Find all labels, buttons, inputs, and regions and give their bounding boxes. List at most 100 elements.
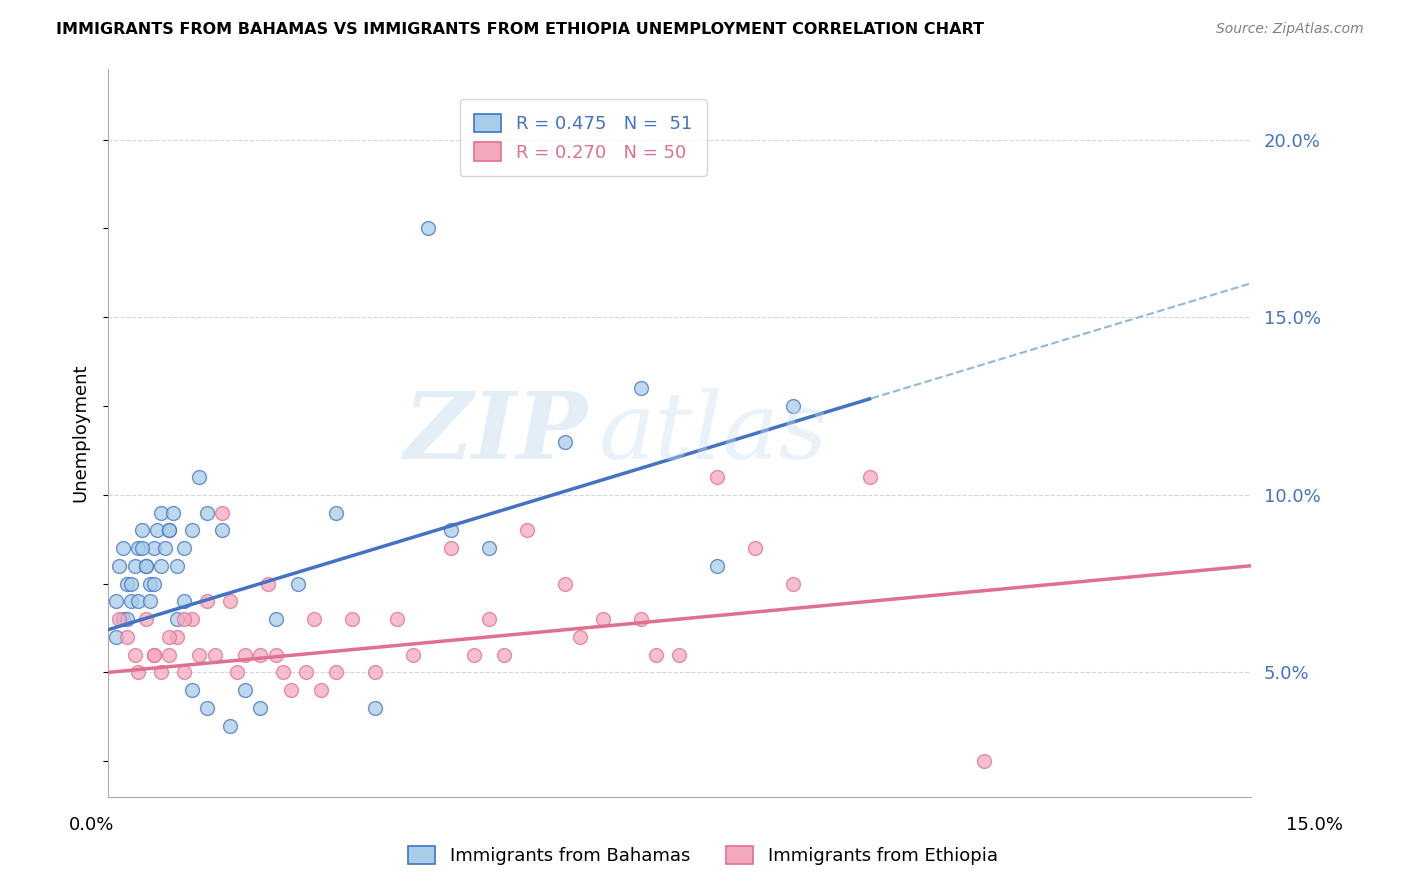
Point — [112, 612, 135, 626]
Point — [135, 612, 157, 626]
Point — [104, 594, 127, 608]
Point — [127, 665, 149, 680]
Point — [150, 558, 173, 573]
Point — [180, 612, 202, 626]
Legend: R = 0.475   N =  51, R = 0.270   N = 50: R = 0.475 N = 51, R = 0.270 N = 50 — [460, 99, 707, 176]
Point — [271, 665, 294, 680]
Point — [173, 594, 195, 608]
Point — [157, 630, 180, 644]
Point — [340, 612, 363, 626]
Point — [287, 576, 309, 591]
Point — [131, 524, 153, 538]
Point — [173, 541, 195, 555]
Point — [744, 541, 766, 555]
Point — [204, 648, 226, 662]
Point — [706, 470, 728, 484]
Point — [108, 558, 131, 573]
Point — [150, 665, 173, 680]
Point — [166, 612, 188, 626]
Point — [127, 594, 149, 608]
Point — [302, 612, 325, 626]
Point — [124, 648, 146, 662]
Text: Source: ZipAtlas.com: Source: ZipAtlas.com — [1216, 22, 1364, 37]
Point — [630, 612, 652, 626]
Point — [188, 648, 211, 662]
Point — [142, 576, 165, 591]
Point — [233, 648, 256, 662]
Point — [387, 612, 409, 626]
Point — [218, 719, 240, 733]
Text: IMMIGRANTS FROM BAHAMAS VS IMMIGRANTS FROM ETHIOPIA UNEMPLOYMENT CORRELATION CHA: IMMIGRANTS FROM BAHAMAS VS IMMIGRANTS FR… — [56, 22, 984, 37]
Point — [142, 648, 165, 662]
Point — [264, 612, 287, 626]
Point — [569, 630, 592, 644]
Point — [782, 399, 804, 413]
Point — [142, 541, 165, 555]
Point — [973, 754, 995, 768]
Point — [554, 576, 576, 591]
Point — [146, 524, 169, 538]
Point — [153, 541, 176, 555]
Point — [127, 541, 149, 555]
Point — [157, 648, 180, 662]
Point — [592, 612, 614, 626]
Point — [249, 701, 271, 715]
Point — [195, 701, 218, 715]
Point — [104, 630, 127, 644]
Point — [131, 541, 153, 555]
Point — [309, 683, 332, 698]
Point — [325, 506, 347, 520]
Point — [363, 701, 385, 715]
Point — [463, 648, 485, 662]
Point — [401, 648, 423, 662]
Point — [211, 506, 233, 520]
Point — [115, 630, 138, 644]
Point — [157, 524, 180, 538]
Point — [180, 524, 202, 538]
Point — [195, 506, 218, 520]
Point — [668, 648, 690, 662]
Point — [180, 683, 202, 698]
Point — [173, 612, 195, 626]
Point — [554, 434, 576, 449]
Point — [295, 665, 318, 680]
Point — [630, 381, 652, 395]
Point — [135, 558, 157, 573]
Point — [706, 558, 728, 573]
Point — [859, 470, 882, 484]
Point — [233, 683, 256, 698]
Point — [416, 221, 439, 235]
Point — [325, 665, 347, 680]
Point — [264, 648, 287, 662]
Point — [249, 648, 271, 662]
Point — [139, 576, 162, 591]
Point — [440, 541, 463, 555]
Point — [363, 665, 385, 680]
Point — [135, 558, 157, 573]
Point — [478, 541, 501, 555]
Point — [195, 594, 218, 608]
Point — [112, 541, 135, 555]
Text: 15.0%: 15.0% — [1286, 816, 1343, 834]
Text: atlas: atlas — [599, 388, 828, 477]
Point — [494, 648, 516, 662]
Point — [211, 524, 233, 538]
Point — [120, 594, 142, 608]
Point — [108, 612, 131, 626]
Point — [218, 594, 240, 608]
Point — [115, 612, 138, 626]
Point — [142, 648, 165, 662]
Point — [440, 524, 463, 538]
Point — [124, 558, 146, 573]
Point — [782, 576, 804, 591]
Point — [150, 506, 173, 520]
Point — [173, 665, 195, 680]
Point — [157, 524, 180, 538]
Point — [120, 576, 142, 591]
Point — [478, 612, 501, 626]
Legend: Immigrants from Bahamas, Immigrants from Ethiopia: Immigrants from Bahamas, Immigrants from… — [399, 837, 1007, 874]
Point — [257, 576, 280, 591]
Text: 0.0%: 0.0% — [69, 816, 114, 834]
Point — [166, 630, 188, 644]
Point — [115, 576, 138, 591]
